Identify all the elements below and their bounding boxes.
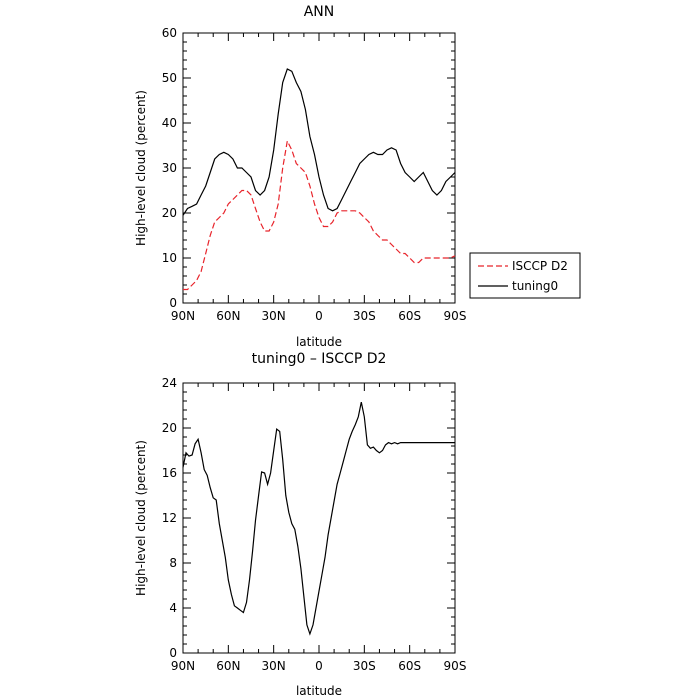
bottom-plot-frame xyxy=(182,382,456,654)
top-series-line-tuning0 xyxy=(182,68,456,216)
legend-label-tuning0: tuning0 xyxy=(512,279,558,293)
top-y-tick-label: 10 xyxy=(162,251,177,265)
top-x-tick-label: 90S xyxy=(444,309,467,323)
bottom-y-tick-label: 4 xyxy=(169,601,177,615)
bottom-x-tick-label: 60S xyxy=(398,659,421,673)
bottom-y-tick-label: 0 xyxy=(169,646,177,660)
top-x-tick-label: 90N xyxy=(171,309,195,323)
bottom-y-tick-label: 20 xyxy=(162,421,177,435)
bottom-x-tick-label: 90S xyxy=(444,659,467,673)
top-y-axis-label: High-level cloud (percent) xyxy=(134,90,148,246)
top-panel: ANN 90N 60N 30N 0 30S 60S 90S 0 10 20 30 40 50 60 lat… xyxy=(134,4,581,349)
top-y-tick-label: 40 xyxy=(162,116,177,130)
top-series-line-isccp-d2 xyxy=(183,139,456,291)
top-chart-title: ANN xyxy=(304,4,335,20)
bottom-x-axis-label: latitude xyxy=(296,684,342,698)
top-y-tick-label: 20 xyxy=(162,206,177,220)
bottom-y-tick-label: 8 xyxy=(169,556,177,570)
bottom-x-tick-label: 90N xyxy=(171,659,195,673)
bottom-panel: tuning0 – ISCCP D2 90N 60N 30N 0 30S 60S 90S 0 4… xyxy=(134,351,466,698)
bottom-y-tick-label: 12 xyxy=(162,511,177,525)
bottom-x-tick-label: 60N xyxy=(216,659,240,673)
bottom-x-tick-label: 0 xyxy=(315,659,323,673)
top-y-tick-label: 50 xyxy=(162,71,177,85)
top-x-tick-label: 0 xyxy=(315,309,323,323)
legend-label-isccp: ISCCP D2 xyxy=(512,259,568,273)
top-x-tick-label: 60S xyxy=(398,309,421,323)
top-y-tick-label: 30 xyxy=(162,161,177,175)
legend-box xyxy=(469,252,581,299)
top-y-tick-label: 60 xyxy=(162,26,177,40)
bottom-series-line-0 xyxy=(182,401,455,636)
legend: ISCCP D2 tuning0 xyxy=(469,252,581,299)
top-x-tick-label: 60N xyxy=(216,309,240,323)
bottom-y-tick-label: 24 xyxy=(162,376,177,390)
top-x-tick-label: 30N xyxy=(262,309,286,323)
top-y-tick-label: 0 xyxy=(169,296,177,310)
bottom-x-tick-label: 30N xyxy=(262,659,286,673)
top-x-tick-label: 30S xyxy=(353,309,376,323)
bottom-x-tick-label: 30S xyxy=(353,659,376,673)
bottom-y-tick-label: 16 xyxy=(162,466,177,480)
bottom-chart-title: tuning0 – ISCCP D2 xyxy=(252,351,387,367)
top-x-axis-label: latitude xyxy=(296,335,342,349)
bottom-y-axis-label: High-level cloud (percent) xyxy=(134,440,148,596)
